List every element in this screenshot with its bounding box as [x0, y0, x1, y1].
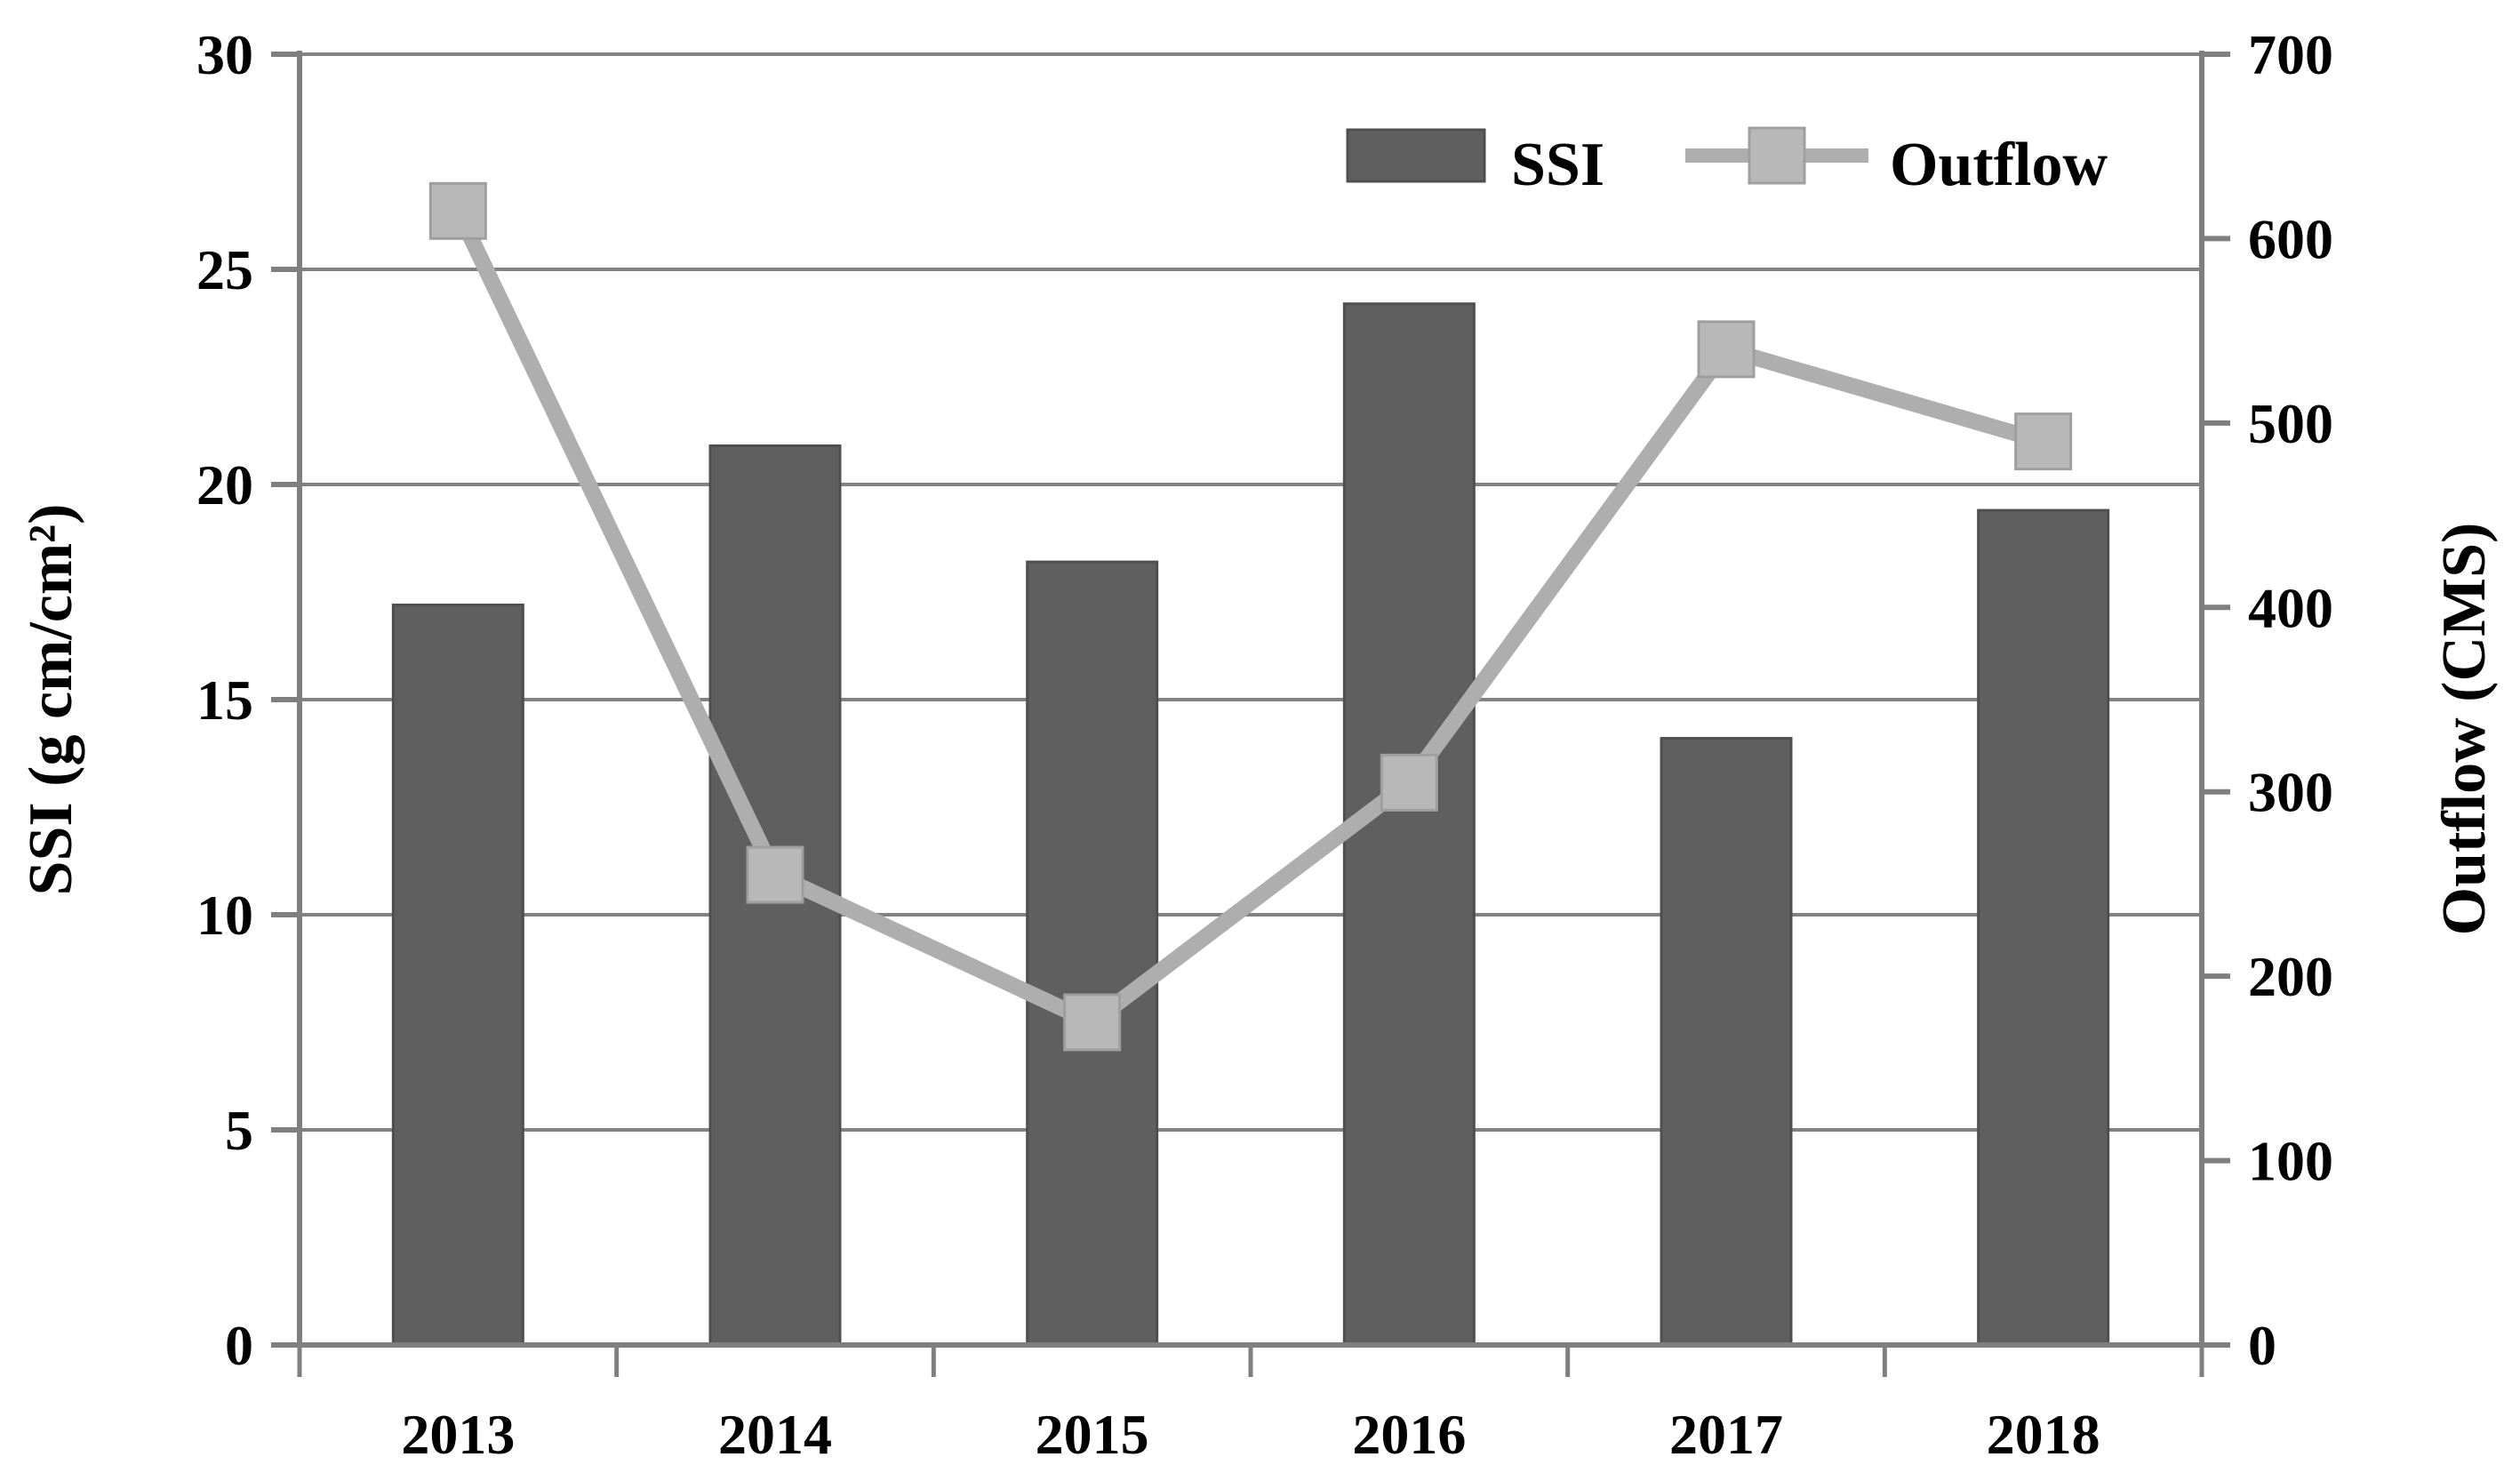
bar-2015	[1026, 560, 1159, 1347]
outflow-marker-2018	[2014, 412, 2073, 471]
x-tick-label: 2013	[401, 1403, 515, 1466]
right-tick-label: 300	[2248, 761, 2333, 824]
legend-outflow-label: Outflow	[1890, 131, 2108, 199]
outflow-line	[450, 203, 2052, 1030]
left-tick-label: 20	[196, 453, 253, 516]
left-tick-label: 15	[196, 668, 253, 732]
legend-outflow-marker	[1748, 126, 1806, 185]
outflow-marker-2016	[1380, 753, 1438, 812]
x-tick-label: 2017	[1669, 1403, 1783, 1466]
x-tick-label: 2014	[718, 1403, 832, 1466]
bar-2013	[391, 604, 524, 1347]
outflow-marker-2017	[1697, 320, 1756, 379]
legend-ssi-label: SSI	[1511, 131, 1604, 199]
left-tick-label: 25	[196, 238, 253, 301]
right-tick-label: 600	[2248, 207, 2333, 270]
right-tick-label: 500	[2248, 392, 2333, 455]
left-tick-label: 5	[225, 1099, 253, 1162]
left-tick-label: 30	[196, 23, 253, 86]
right-tick-label: 400	[2248, 576, 2333, 639]
x-tick-label: 2015	[1036, 1403, 1149, 1466]
outflow-marker-2014	[746, 845, 804, 904]
x-tick-label: 2018	[1987, 1403, 2100, 1466]
legend-ssi-swatch	[1346, 128, 1486, 183]
right-tick-label: 200	[2248, 945, 2333, 1008]
left-axis-title: SSI (g cm/cm²)	[17, 504, 85, 896]
right-axis-title: Outflow (CMS)	[2430, 523, 2499, 936]
outflow-marker-2015	[1063, 993, 1122, 1052]
left-tick-label: 10	[196, 884, 253, 947]
legend: SSI Outflow	[1346, 126, 2108, 199]
outflow-marker-2013	[428, 181, 487, 240]
bar-2018	[1977, 508, 2110, 1347]
right-tick-label: 0	[2248, 1314, 2276, 1377]
bar-2017	[1660, 737, 1793, 1347]
left-tick-label: 0	[225, 1314, 253, 1377]
right-tick-label: 100	[2248, 1130, 2333, 1193]
x-tick-label: 2016	[1352, 1403, 1466, 1466]
right-tick-label: 700	[2248, 23, 2333, 86]
